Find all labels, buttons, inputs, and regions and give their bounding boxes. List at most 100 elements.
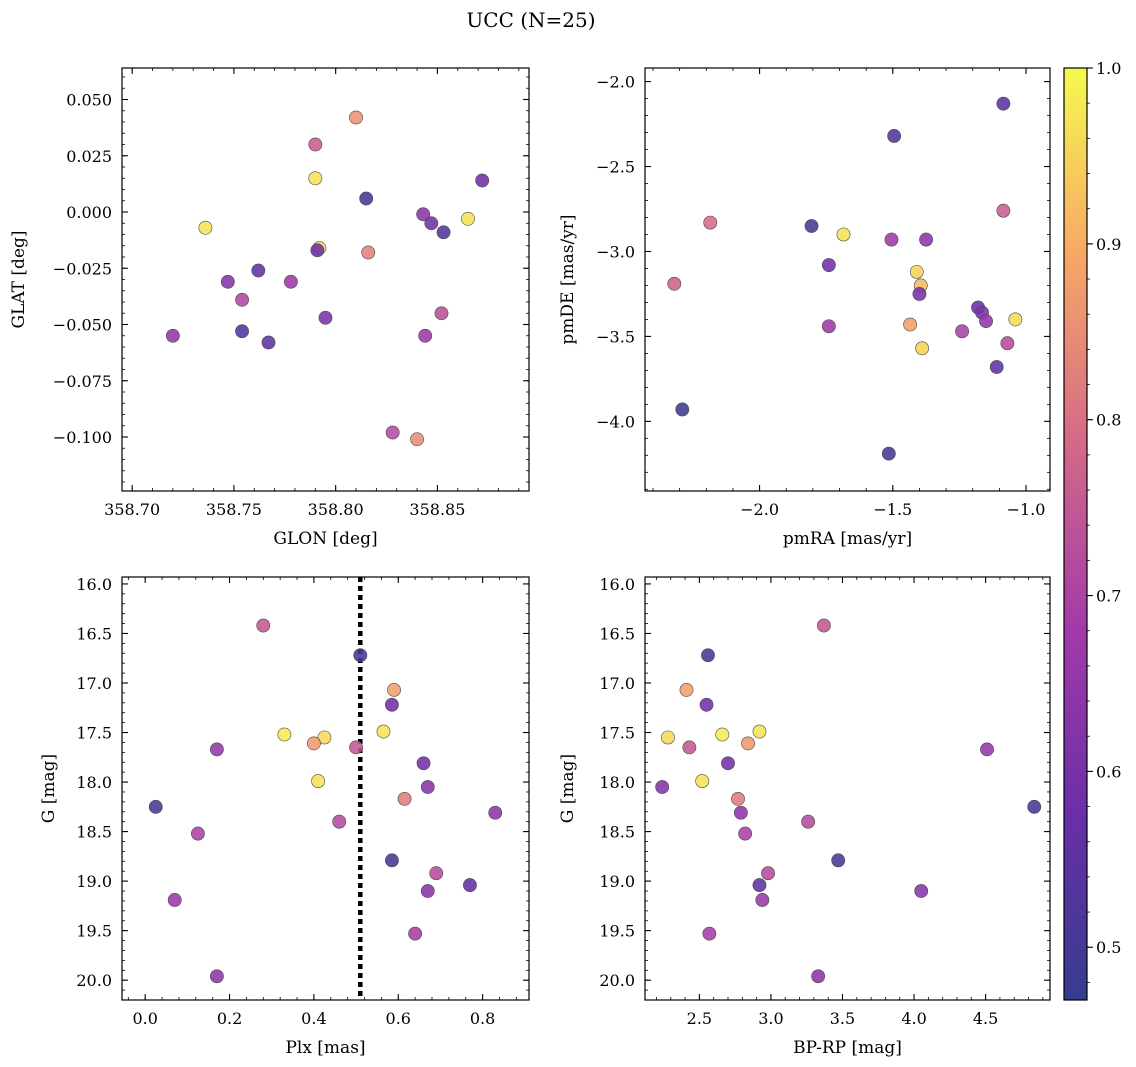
scatter-point [887,129,902,143]
axes-frame [121,576,530,1001]
x-axis-label: Plx [mas] [285,1038,365,1058]
y-tick-label: 20.0 [599,971,635,990]
scatter-point [317,730,332,745]
scatter-point [310,243,325,258]
scatter-point [884,232,899,247]
scatter-point [755,893,770,907]
scatter-point [996,203,1011,218]
scatter-point [660,730,675,745]
scatter-point [418,328,433,343]
scatter-point [980,742,994,757]
x-tick-label: 358.80 [308,500,364,519]
scatter-point [1000,336,1015,351]
colorbar-gradient [1064,68,1087,1000]
x-tick-label: 358.75 [206,500,262,519]
x-tick-label: 358.70 [104,500,160,519]
colorbar: 0.5 0.6 0.7 0.8 0.9 1.0 [1063,59,1121,1001]
y-tick-label: −2.0 [596,73,635,92]
x-tick-label: 2.5 [687,1009,712,1028]
scatter-point [385,425,400,440]
scatter-point [955,324,969,339]
colorbar-tick-label: 0.7 [1096,587,1121,606]
y-tick-label: −2.5 [596,158,635,177]
colorbar-tick-label: 0.9 [1096,235,1121,254]
scatter-point [733,805,748,820]
scatter-point [488,805,503,820]
y-tick-label: 0.050 [66,91,112,110]
scatter-point [424,216,439,231]
scatter-point [434,306,449,321]
y-tick-label: −0.075 [53,372,112,391]
scatter-point [1027,799,1042,814]
scatter-point [721,756,735,771]
scatter-point [429,866,444,881]
scatter-point [461,211,475,226]
scatter-point [167,893,182,907]
scatter-point [752,724,767,739]
y-tick-label: −4.0 [596,412,635,431]
scatter-point [209,969,224,984]
scatter-point [909,264,924,279]
y-tick-label: 19.0 [599,872,635,891]
scatter-point [811,969,826,984]
scatter-point [831,853,846,868]
y-tick-label: 18.0 [599,773,635,792]
colorbar-tick-label: 1.0 [1096,59,1121,78]
scatter-point [731,792,745,806]
scatter-point [284,274,298,289]
scatter-point [979,314,993,329]
colorbar-tick-label: 0.8 [1096,411,1121,430]
scatter-point [420,884,435,898]
y-tick-label: 16.0 [599,575,635,594]
scatter-point [235,292,249,307]
scatter-point [220,274,235,289]
scatter-point [463,878,477,892]
y-tick-label: 16.5 [76,624,112,643]
axes-frame [121,67,530,492]
scatter-point [311,774,326,788]
scatter-point [410,432,424,447]
scatter-point [148,799,163,814]
y-tick-label: 18.5 [76,823,112,842]
scatter-point [420,780,435,794]
scatter-point [416,756,431,771]
scatter-point [308,171,323,186]
x-tick-label: 0.2 [217,1009,242,1028]
x-tick-label: −1.0 [1007,500,1046,519]
y-axis-label: G [mag] [558,754,578,823]
scatter-point [667,276,682,291]
scatter-point [332,814,347,829]
y-tick-label: −0.050 [53,316,112,335]
scatter-point [397,792,412,806]
scatter-point [349,740,363,755]
x-tick-label: 0.4 [301,1009,326,1028]
y-tick-label: 19.0 [76,872,112,891]
x-tick-label: 358.85 [409,500,465,519]
panel-plx-g: 0.0 0.2 0.4 0.6 0.8 16.0 16.5 17.0 17.5 18.0 18.5 1… [39,575,530,1058]
y-tick-label: 17.0 [599,674,635,693]
scatter-point [919,232,934,247]
scatter-point [251,263,266,278]
panel-glon-glat: 358.70 358.75 358.80 358.85 0.050 0.025 0.000 −… [9,67,530,549]
scatter-point [738,826,753,841]
scatter-point [752,878,767,892]
scatter-point [376,724,391,739]
scatter-point [475,173,490,188]
scatter-point [385,697,399,712]
scatter-point [436,225,451,240]
scatter-point [801,814,816,829]
scatter-point [821,319,836,334]
scatter-point [235,324,249,339]
x-tick-label: 0.6 [386,1009,411,1028]
scatter-point [353,648,368,663]
y-tick-label: 17.5 [76,724,112,743]
scatter-point [912,287,927,301]
scatter-point [701,648,715,663]
y-tick-label: 16.0 [76,575,112,594]
y-axis-label: pmDE [mas/yr] [558,214,578,344]
colorbar-frame [1063,67,1088,1001]
y-tick-label: −0.100 [53,428,112,447]
axes-frame [644,67,1051,492]
x-axis-label: BP-RP [mag] [793,1038,902,1058]
